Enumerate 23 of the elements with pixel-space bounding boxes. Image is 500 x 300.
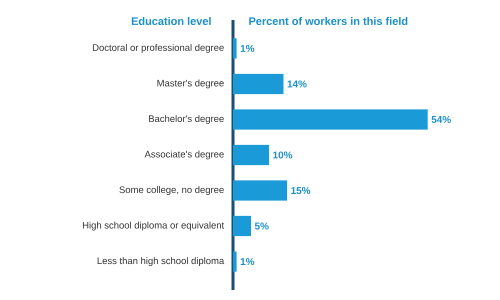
y-axis-title: Education level bbox=[132, 16, 211, 26]
y-tick-label: Associate's degree bbox=[144, 150, 224, 160]
bar bbox=[233, 144, 270, 166]
data-label: 54% bbox=[432, 116, 451, 123]
bar bbox=[233, 251, 237, 272]
data-label: 14% bbox=[288, 80, 307, 88]
bar bbox=[233, 180, 288, 201]
bar bbox=[233, 109, 428, 130]
y-tick-label: Some college, no degree bbox=[119, 186, 224, 195]
bar bbox=[233, 74, 284, 94]
data-label: 1% bbox=[240, 258, 254, 266]
y-tick-label: Less than high school diploma bbox=[98, 257, 224, 266]
bar bbox=[233, 38, 237, 59]
y-tick-label: High school diploma or equivalent bbox=[82, 222, 224, 230]
x-axis-title: Percent of workers in this field bbox=[249, 16, 408, 26]
data-label: 10% bbox=[273, 151, 292, 159]
y-tick-label: Bachelor's degree bbox=[149, 115, 224, 124]
bar bbox=[233, 216, 252, 236]
y-tick-label: Doctoral or professional degree bbox=[92, 44, 224, 53]
data-label: 15% bbox=[291, 187, 310, 194]
data-label: 5% bbox=[254, 222, 269, 230]
data-label: 1% bbox=[240, 44, 254, 52]
y-tick-label: Master's degree bbox=[157, 80, 224, 88]
